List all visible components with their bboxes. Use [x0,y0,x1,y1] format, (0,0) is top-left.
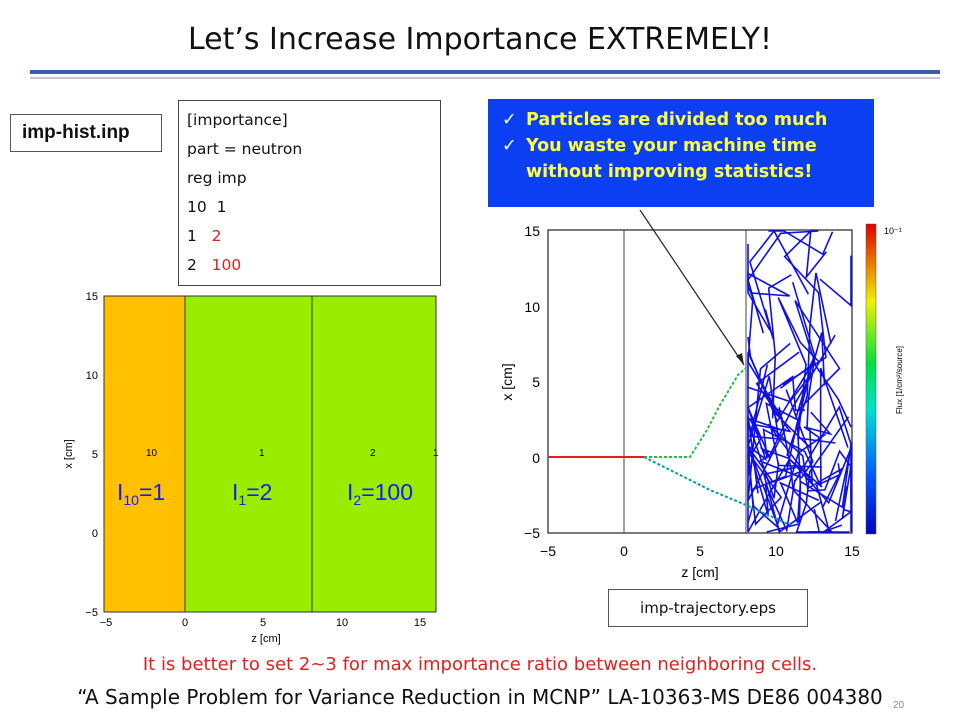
x-tick-label: 5 [260,617,266,629]
particle-track [762,466,823,534]
y-tick-label: 0 [532,450,540,466]
particle-track [807,449,852,532]
split-track-lower [643,456,791,526]
callout-box: ✓ Particles are divided too much ✓ You was… [488,99,874,207]
split-track-upper [644,367,747,458]
cell-id-label: 1 [433,448,439,459]
checkmark-icon: ✓ [502,110,517,130]
input-file-label: imp-hist.inp [10,114,162,152]
right-y-ticks: 15 10 5 0 −5 [524,223,540,541]
particle-track [819,255,852,308]
input-line: part = neutron [187,140,303,158]
y-tick-label: 0 [92,528,98,540]
particle-track [767,423,845,509]
title-rule [30,70,940,74]
region-cell-2 [312,296,436,612]
x-tick-label: 0 [182,617,188,629]
input-line: [importance] [187,111,288,129]
y-axis-label: x [cm] [499,363,515,400]
slide-title: Let’s Increase Importance EXTREMELY! [187,22,773,57]
x-tick-label: −5 [540,543,556,559]
callout-item-continuation: without improving statistics! [526,162,813,182]
callout-item: ✓ Particles are divided too much [498,107,864,133]
particle-track [747,433,827,528]
right-x-ticks: −5 0 5 10 15 [540,543,860,559]
x-axis-label: z [cm] [681,564,718,580]
input-line: 2 100 [187,256,242,274]
x-tick-label: −5 [100,617,113,629]
particle-track [762,367,849,488]
region-cell-1 [185,296,312,612]
input-line: 10 1 [187,198,227,216]
plot-frame [103,295,437,613]
importance-input-box: [importance] part = neutron reg imp 10 1… [178,100,441,286]
y-tick-label: −5 [85,607,98,619]
y-tick-label: 10 [86,370,98,382]
x-tick-label: 15 [414,617,426,629]
y-tick-label: 10 [524,299,540,315]
y-tick-label: 5 [532,374,540,390]
particle-track [747,369,815,427]
title-rule-shadow [30,77,940,79]
particle-track [768,230,834,256]
x-tick-label: 5 [696,543,704,559]
y-tick-label: 15 [524,223,540,239]
colorbar-title: Flux [1/cm²/source] [895,346,904,414]
input-line: reg imp [187,169,247,187]
left-x-ticks: −5 0 5 10 15 [100,617,426,629]
particle-track [777,297,836,444]
particle-track [782,228,828,386]
particle-track [749,229,810,340]
colorbar [865,223,877,535]
importance-label-10: I10=1 [117,479,165,508]
particle-track [747,272,791,331]
y-tick-label: −5 [524,525,540,541]
particle-track [834,447,852,522]
particle-track [795,416,850,533]
importance-label-1: I1=2 [232,479,272,508]
importance-label-2: I2=100 [347,479,413,508]
callout-item: ✓ You waste your machine time [498,133,864,159]
particle-track [747,332,826,424]
x-tick-label: 10 [336,617,348,629]
particle-track [747,443,796,533]
colorbar-max-label: 10⁻¹ [884,226,902,236]
x-tick-label: 10 [768,543,784,559]
cell-id-label: 2 [370,448,376,459]
trajectory-tangle [747,228,853,534]
cell-id-label: 1 [259,448,265,459]
particle-track [747,342,791,502]
x-tick-label: 0 [620,543,628,559]
callout-arrow [639,210,745,366]
cell-id-label: 10 [146,448,158,459]
particle-track [758,334,836,479]
y-tick-label: 15 [86,291,98,303]
arrow-head-icon [736,353,744,365]
particle-track [747,364,802,484]
left-y-ticks: 15 10 5 0 −5 [85,291,98,619]
page-number: 20 [893,700,905,711]
particle-track [747,448,751,532]
particle-track [747,407,852,505]
particle-track [752,351,800,433]
checkmark-icon: ✓ [502,136,517,156]
trajectory-plot: 10⁻¹ Flux [1/cm²/source] −5 0 5 10 15 15… [499,210,904,580]
region-cell-10 [104,296,185,612]
input-line: 1 2 [187,227,222,245]
geometry-plot: 10 1 2 1 I10=1 I1=2 I2=100 −5 0 5 10 15 … [63,291,439,645]
x-axis-label: z [cm] [251,633,280,645]
recommendation-note: It is better to set 2~3 for max importan… [142,654,818,675]
particle-track [791,281,816,430]
y-axis-label: x [cm] [63,439,75,468]
reference-citation: “A Sample Problem for Variance Reduction… [77,685,883,709]
x-tick-label: 15 [844,543,860,559]
trajectory-file-label: imp-trajectory.eps [608,589,808,627]
y-tick-label: 5 [92,449,98,461]
particle-track [767,274,792,419]
